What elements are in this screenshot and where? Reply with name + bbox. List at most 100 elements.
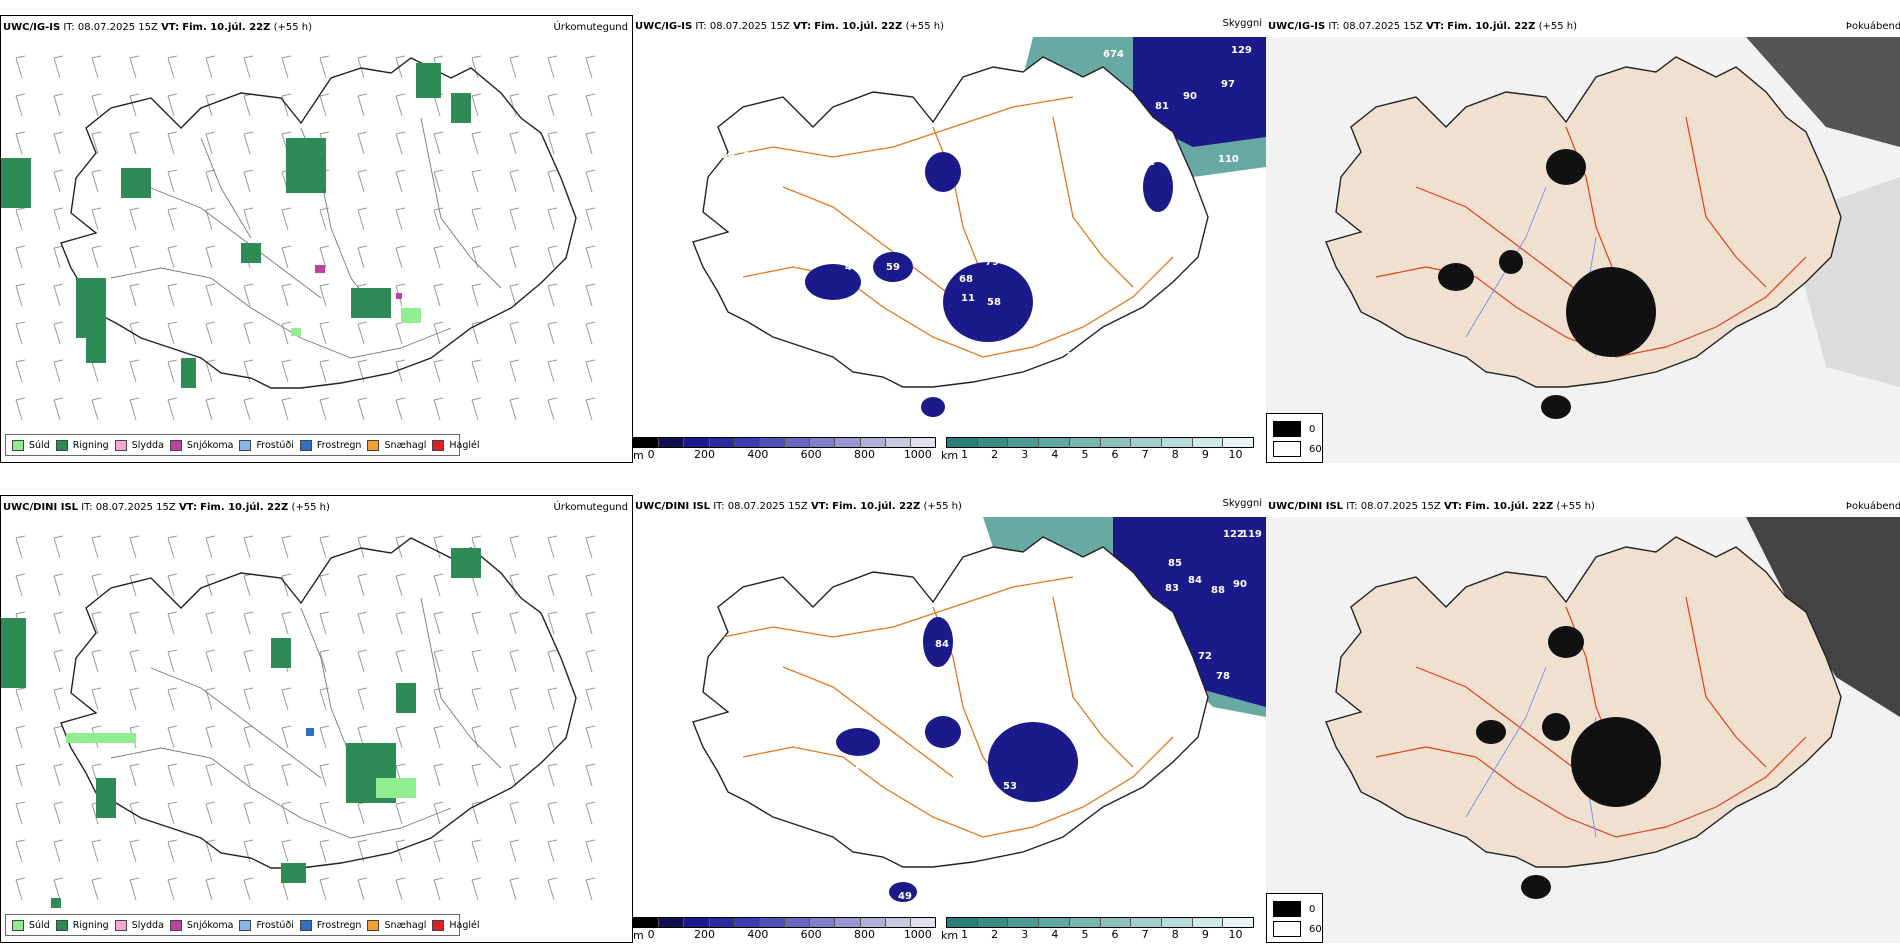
wind-barb bbox=[281, 399, 289, 421]
wind-barb-tail bbox=[585, 687, 596, 691]
colorbar-swatch bbox=[1223, 918, 1254, 927]
wind-barb-tail bbox=[433, 611, 444, 615]
wind-barb-tail bbox=[395, 359, 406, 363]
wind-barb-tail bbox=[129, 207, 140, 211]
wind-barb bbox=[433, 537, 441, 559]
wind-barb-tail bbox=[91, 169, 102, 173]
visibility-value-label: 81 bbox=[743, 151, 757, 162]
wind-barb-tail bbox=[91, 55, 102, 59]
colorbar-tick: 0 bbox=[647, 928, 655, 941]
colorbar-swatch bbox=[1223, 438, 1254, 447]
wind-barb-tail bbox=[471, 207, 482, 211]
wind-barb bbox=[281, 57, 289, 79]
colorbar-swatch bbox=[1039, 438, 1070, 447]
drizzle-areas bbox=[66, 733, 416, 798]
wind-barb-tail bbox=[585, 397, 596, 401]
wind-barb-tail bbox=[547, 535, 558, 539]
wind-barb-tail bbox=[167, 245, 178, 249]
wind-barb-tail bbox=[167, 55, 178, 59]
wind-barb bbox=[91, 537, 99, 559]
wind-barb bbox=[547, 689, 555, 711]
visibility-value-label: 69 bbox=[838, 179, 852, 190]
wind-barb-tail bbox=[53, 801, 64, 805]
wind-barb bbox=[357, 651, 365, 673]
wind-barb-tail bbox=[357, 573, 368, 577]
wind-barb bbox=[205, 613, 213, 635]
wind-barb-tail bbox=[395, 535, 406, 539]
wind-barb bbox=[129, 95, 137, 117]
wind-barb bbox=[129, 399, 137, 421]
wind-barb bbox=[129, 209, 137, 231]
wind-barb-tail bbox=[471, 55, 482, 59]
fog-map bbox=[1266, 517, 1900, 943]
colorbar-swatch bbox=[910, 438, 936, 447]
wind-barb bbox=[53, 689, 61, 711]
wind-barb-tail bbox=[129, 725, 140, 729]
colorbar-tick: 6 bbox=[1111, 928, 1119, 941]
fog-areas bbox=[1476, 626, 1661, 899]
wind-barb bbox=[547, 95, 555, 117]
wind-barb-tail bbox=[509, 763, 520, 767]
visibility-value-label: 122 bbox=[1223, 529, 1244, 540]
visibility-value-label: 674 bbox=[1103, 49, 1124, 60]
wind-barb bbox=[547, 399, 555, 421]
colorbar-tick: 5 bbox=[1081, 448, 1089, 461]
colorbar-swatch bbox=[634, 438, 660, 447]
wind-barb bbox=[243, 727, 251, 749]
wind-barb-tail bbox=[471, 321, 482, 325]
wind-barb bbox=[243, 209, 251, 231]
wind-barb bbox=[91, 247, 99, 269]
wind-barb bbox=[53, 575, 61, 597]
wind-barb bbox=[509, 651, 517, 673]
wind-barb bbox=[319, 95, 327, 117]
visibility-value-label: 75 bbox=[935, 684, 949, 695]
visibility-value-label: 49 bbox=[898, 891, 912, 902]
wind-barb bbox=[433, 651, 441, 673]
wind-barb bbox=[281, 727, 289, 749]
wind-barb-tail bbox=[15, 801, 26, 805]
legend-item-haglel: Haglél bbox=[432, 439, 480, 451]
fog-panel: UWC/DINI ISL IT: 08.07.2025 15Z VT: Fim.… bbox=[1266, 495, 1900, 943]
wind-barb bbox=[243, 689, 251, 711]
wind-barb bbox=[319, 323, 327, 345]
iceland-coastline bbox=[692, 56, 1209, 388]
wind-barb-tail bbox=[281, 55, 292, 59]
colorbar-tick: 4 bbox=[1051, 448, 1059, 461]
wind-barb bbox=[167, 765, 175, 787]
wind-barbs bbox=[15, 55, 596, 421]
wind-barb bbox=[319, 613, 327, 635]
colorbar-tick: 1000 bbox=[903, 448, 932, 461]
drizzle-areas bbox=[291, 308, 421, 336]
colorbar-tick: 10 bbox=[1228, 448, 1243, 461]
wind-barb-tail bbox=[357, 207, 368, 211]
wind-barb-tail bbox=[167, 207, 178, 211]
wind-barb bbox=[547, 613, 555, 635]
wind-barb-tail bbox=[319, 55, 330, 59]
wind-barb-tail bbox=[319, 763, 330, 767]
colorbar-tick: 400 bbox=[747, 448, 769, 461]
wind-barb bbox=[167, 613, 175, 635]
wind-barb-tail bbox=[281, 839, 292, 843]
wind-barb bbox=[53, 841, 61, 863]
wind-barb bbox=[433, 361, 441, 383]
wind-barb bbox=[91, 689, 99, 711]
wind-barb bbox=[585, 133, 593, 155]
wind-barb-tail bbox=[91, 131, 102, 135]
wind-barb-tail bbox=[129, 801, 140, 805]
colorbar-swatch bbox=[734, 438, 760, 447]
wind-barb bbox=[205, 209, 213, 231]
wind-barb bbox=[395, 209, 403, 231]
visibility-value-label: 84 bbox=[1188, 575, 1202, 586]
wind-barb-tail bbox=[433, 687, 444, 691]
wind-barb-tail bbox=[243, 283, 254, 287]
colorbar-swatch bbox=[860, 438, 886, 447]
wind-barb-tail bbox=[205, 573, 216, 577]
wind-barb bbox=[243, 803, 251, 825]
wind-barb bbox=[91, 95, 99, 117]
iceland-coastline bbox=[60, 57, 577, 389]
wind-barb-tail bbox=[357, 169, 368, 173]
colorbar-tick: 1 bbox=[960, 448, 968, 461]
wind-barb bbox=[547, 171, 555, 193]
wind-barb bbox=[129, 57, 137, 79]
wind-barb-tail bbox=[205, 763, 216, 767]
